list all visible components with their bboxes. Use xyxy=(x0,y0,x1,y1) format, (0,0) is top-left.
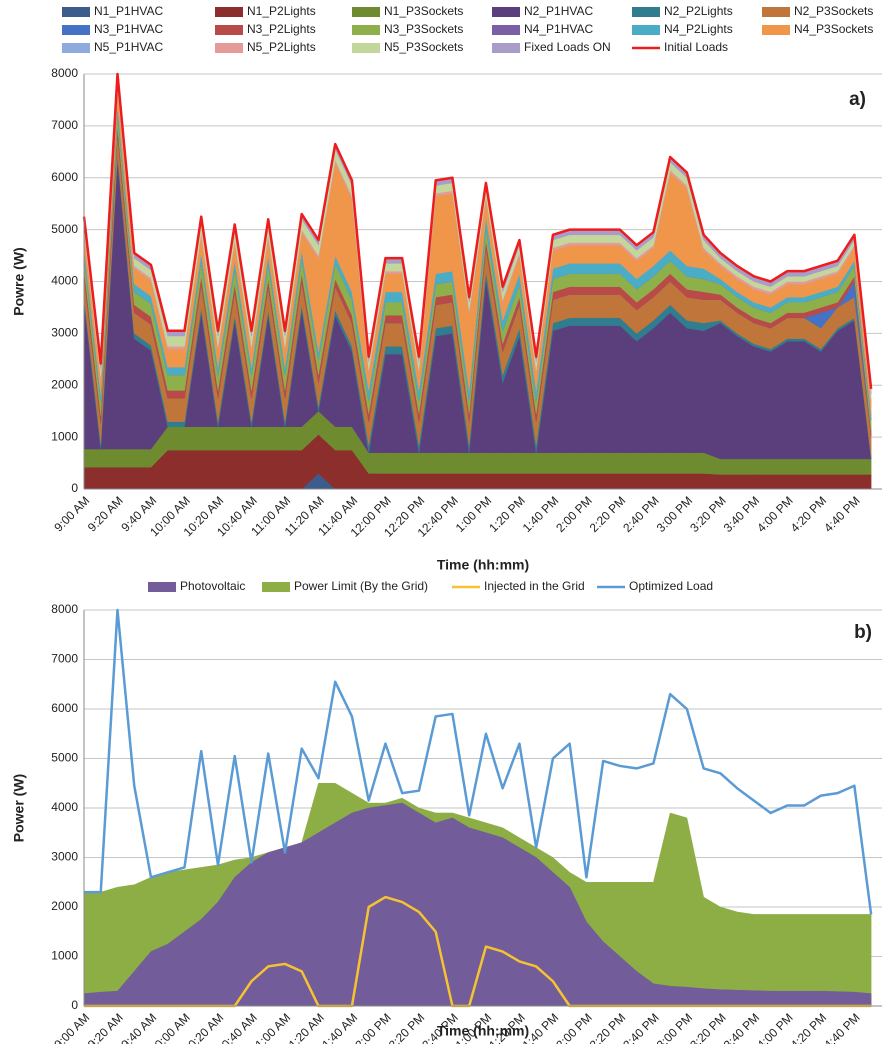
legend-swatch xyxy=(215,43,243,53)
legend-swatch xyxy=(62,25,90,35)
x-tick-label: 3:20 PM xyxy=(687,493,729,535)
legend-label: N2_P1HVAC xyxy=(524,4,593,18)
y-axis-title: Power (W) xyxy=(11,774,27,842)
legend-swatch xyxy=(62,43,90,53)
y-tick-label: 5000 xyxy=(51,222,78,236)
line xyxy=(84,608,873,915)
legend-label: Injected in the Grid xyxy=(484,579,585,593)
y-tick-label: 2000 xyxy=(51,377,78,391)
y-tick-label: 7000 xyxy=(51,118,78,132)
x-axis-title: Time (hh:mm) xyxy=(437,1023,529,1039)
legend-label: Fixed Loads ON xyxy=(524,40,611,54)
line xyxy=(82,72,873,390)
legend-swatch xyxy=(352,7,380,17)
legend-label: N3_P3Sockets xyxy=(384,22,463,36)
legend-swatch xyxy=(492,43,520,53)
legend-label: N4_P1HVAC xyxy=(524,22,593,36)
legend-label: N4_P2Lights xyxy=(664,22,733,36)
legend-label: N4_P3Sockets xyxy=(794,22,873,36)
legend-swatch xyxy=(632,25,660,35)
x-tick-label: 4:00 PM xyxy=(754,493,796,535)
legend-label: N1_P2Lights xyxy=(247,4,316,18)
annotation: b) xyxy=(854,622,872,643)
y-tick-label: 4000 xyxy=(51,274,78,288)
legend-swatch xyxy=(62,7,90,17)
legend-label: N3_P2Lights xyxy=(247,22,316,36)
legend-label: N5_P1HVAC xyxy=(94,40,163,54)
y-tick-label: 8000 xyxy=(51,66,78,80)
y-tick-label: 5000 xyxy=(51,751,78,765)
legend-label: Power Limit (By the Grid) xyxy=(294,579,428,593)
x-tick-label: 2:40 PM xyxy=(620,493,662,535)
legend-swatch xyxy=(148,582,176,592)
legend-label: N2_P3Sockets xyxy=(794,4,873,18)
x-tick-label: 3:00 PM xyxy=(654,493,696,535)
legend-swatch xyxy=(492,7,520,17)
legend-label: N5_P3Sockets xyxy=(384,40,463,54)
legend-label: N1_P3Sockets xyxy=(384,4,463,18)
legend-swatch xyxy=(352,25,380,35)
x-tick-label: 3:40 PM xyxy=(721,493,763,535)
legend-swatch xyxy=(215,25,243,35)
y-tick-label: 3000 xyxy=(51,850,78,864)
legend-label: N3_P1HVAC xyxy=(94,22,163,36)
y-tick-label: 0 xyxy=(71,481,78,495)
x-tick-label: 1:00 PM xyxy=(453,493,495,535)
y-tick-label: 4000 xyxy=(51,800,78,814)
x-tick-label: 1:40 PM xyxy=(520,493,562,535)
y-tick-label: 6000 xyxy=(51,701,78,715)
x-tick-label: 11:20 AM xyxy=(282,1010,327,1044)
y-tick-label: 1000 xyxy=(51,949,78,963)
legend-swatch xyxy=(632,7,660,17)
x-tick-label: 1:20 PM xyxy=(486,493,528,535)
y-tick-label: 8000 xyxy=(51,602,78,616)
x-tick-label: 2:00 PM xyxy=(553,493,595,535)
x-tick-label: 4:20 PM xyxy=(788,493,830,535)
legend-label: N5_P2Lights xyxy=(247,40,316,54)
annotation: a) xyxy=(849,89,866,110)
x-tick-label: 9:00 AM xyxy=(51,493,92,534)
x-tick-label: 4:40 PM xyxy=(821,493,863,535)
legend-swatch xyxy=(762,7,790,17)
x-axis-title: Time (hh:mm) xyxy=(437,557,529,573)
legend-swatch xyxy=(762,25,790,35)
legend-label: N2_P2Lights xyxy=(664,4,733,18)
y-tick-label: 7000 xyxy=(51,652,78,666)
y-tick-label: 3000 xyxy=(51,326,78,340)
y-axis-title: Powre (W) xyxy=(11,247,27,315)
y-tick-label: 0 xyxy=(71,998,78,1012)
legend-label: N1_P1HVAC xyxy=(94,4,163,18)
legend-swatch xyxy=(262,582,290,592)
legend-label: Optimized Load xyxy=(629,579,713,593)
y-tick-label: 6000 xyxy=(51,170,78,184)
y-tick-label: 2000 xyxy=(51,899,78,913)
legend-swatch xyxy=(492,25,520,35)
x-tick-label: 9:20 AM xyxy=(85,493,126,534)
legend-label: Initial Loads xyxy=(664,40,728,54)
legend-label: Photovoltaic xyxy=(180,579,245,593)
y-tick-label: 1000 xyxy=(51,429,78,443)
legend-swatch xyxy=(352,43,380,53)
x-tick-label: 2:20 PM xyxy=(587,493,629,535)
legend-swatch xyxy=(215,7,243,17)
x-tick-label: 4:40 PM xyxy=(821,1010,863,1044)
